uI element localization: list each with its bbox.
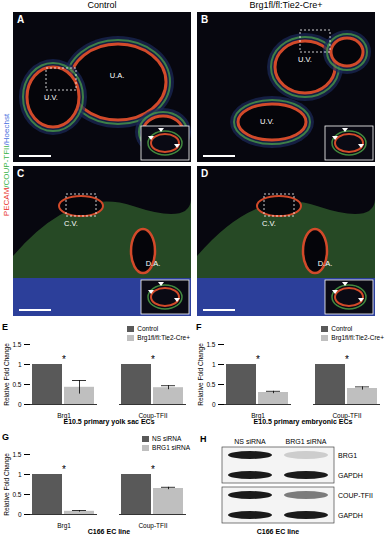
svg-text:BRG1 siRNA: BRG1 siRNA [286,438,327,445]
svg-text:C.V.: C.V. [262,219,276,228]
html-text:Control: Control [137,325,159,332]
svg-text:0: 0 [212,401,216,408]
svg-text:PECAM/COUP-TFII/Hoechst: PECAM/COUP-TFII/Hoechst [2,113,11,216]
html-text:Control: Control [331,325,353,332]
svg-text:D.A.: D.A. [318,259,333,268]
svg-text:1.5: 1.5 [206,341,215,348]
svg-text:D.A.: D.A. [146,259,161,268]
svg-text:Relative Fold Change: Relative Fold Change [3,343,11,406]
svg-text:Coup-TFII: Coup-TFII [138,522,167,530]
html-text:Brg1fl/fl:Tie2-Cre+: Brg1fl/fl:Tie2-Cre+ [137,334,190,341]
svg-text:Coup-TFII: Coup-TFII [332,412,362,420]
svg-text:U.V.: U.V. [298,55,312,64]
html-text:Control: Control [87,0,117,10]
svg-text:*: * [62,354,66,365]
svg-text:0.5: 0.5 [12,381,21,388]
svg-text:0: 0 [18,511,22,518]
svg-text:BRG1: BRG1 [338,452,357,459]
svg-text:U.V.: U.V. [44,93,58,102]
html-text:E10.5 primary embryonic ECs: E10.5 primary embryonic ECs [253,418,353,425]
svg-text:GAPDH: GAPDH [338,472,363,479]
svg-text:B: B [201,14,208,25]
svg-text:1: 1 [212,361,216,368]
svg-text:U.V.: U.V. [260,117,274,126]
html-text:BRG1 siRNA: BRG1 siRNA [152,444,190,451]
svg-text:Brg1: Brg1 [251,412,265,420]
svg-text:1.5: 1.5 [12,451,21,458]
svg-text:Coup-TFII: Coup-TFII [138,412,168,420]
html-text:Brg1fl/fl:Tie2-Cre+: Brg1fl/fl:Tie2-Cre+ [331,334,384,341]
html-text:NS siRNA: NS siRNA [152,435,182,442]
html-text:F: F [196,322,202,332]
svg-text:COUP-TFII: COUP-TFII [338,492,373,499]
svg-text:C.V.: C.V. [64,219,78,228]
svg-text:NS siRNA: NS siRNA [234,438,266,445]
svg-text:*: * [62,464,66,475]
svg-text:GAPDH: GAPDH [338,512,363,519]
svg-text:*: * [345,354,349,365]
svg-text:1.5: 1.5 [12,341,21,348]
svg-text:C166 EC line: C166 EC line [257,528,300,535]
svg-text:Brg1: Brg1 [57,412,71,420]
html-text:E: E [2,322,8,332]
svg-text:0: 0 [18,401,22,408]
svg-text:A: A [17,14,24,25]
html-text:E10.5 primary yolk sac ECs: E10.5 primary yolk sac ECs [63,418,155,425]
html-text:Brg1fl/fl:Tie2-Cre+: Brg1fl/fl:Tie2-Cre+ [249,0,323,10]
svg-text:0.5: 0.5 [12,491,21,498]
svg-text:*: * [256,354,260,365]
svg-text:0.5: 0.5 [206,381,215,388]
svg-text:1: 1 [18,471,22,478]
svg-text:*: * [151,464,155,475]
html-text:G: G [2,432,9,442]
svg-text:D: D [201,168,208,179]
svg-text:*: * [151,354,155,365]
svg-text:C: C [17,168,24,179]
html-text:C166 EC line: C166 EC line [87,528,131,535]
svg-text:Relative Fold Change: Relative Fold Change [197,343,205,406]
svg-text:Relative Fold Change: Relative Fold Change [3,453,11,516]
svg-text:H: H [200,434,207,444]
svg-text:U.A.: U.A. [110,71,125,80]
svg-text:1: 1 [18,361,22,368]
svg-text:Brg1: Brg1 [57,522,71,530]
